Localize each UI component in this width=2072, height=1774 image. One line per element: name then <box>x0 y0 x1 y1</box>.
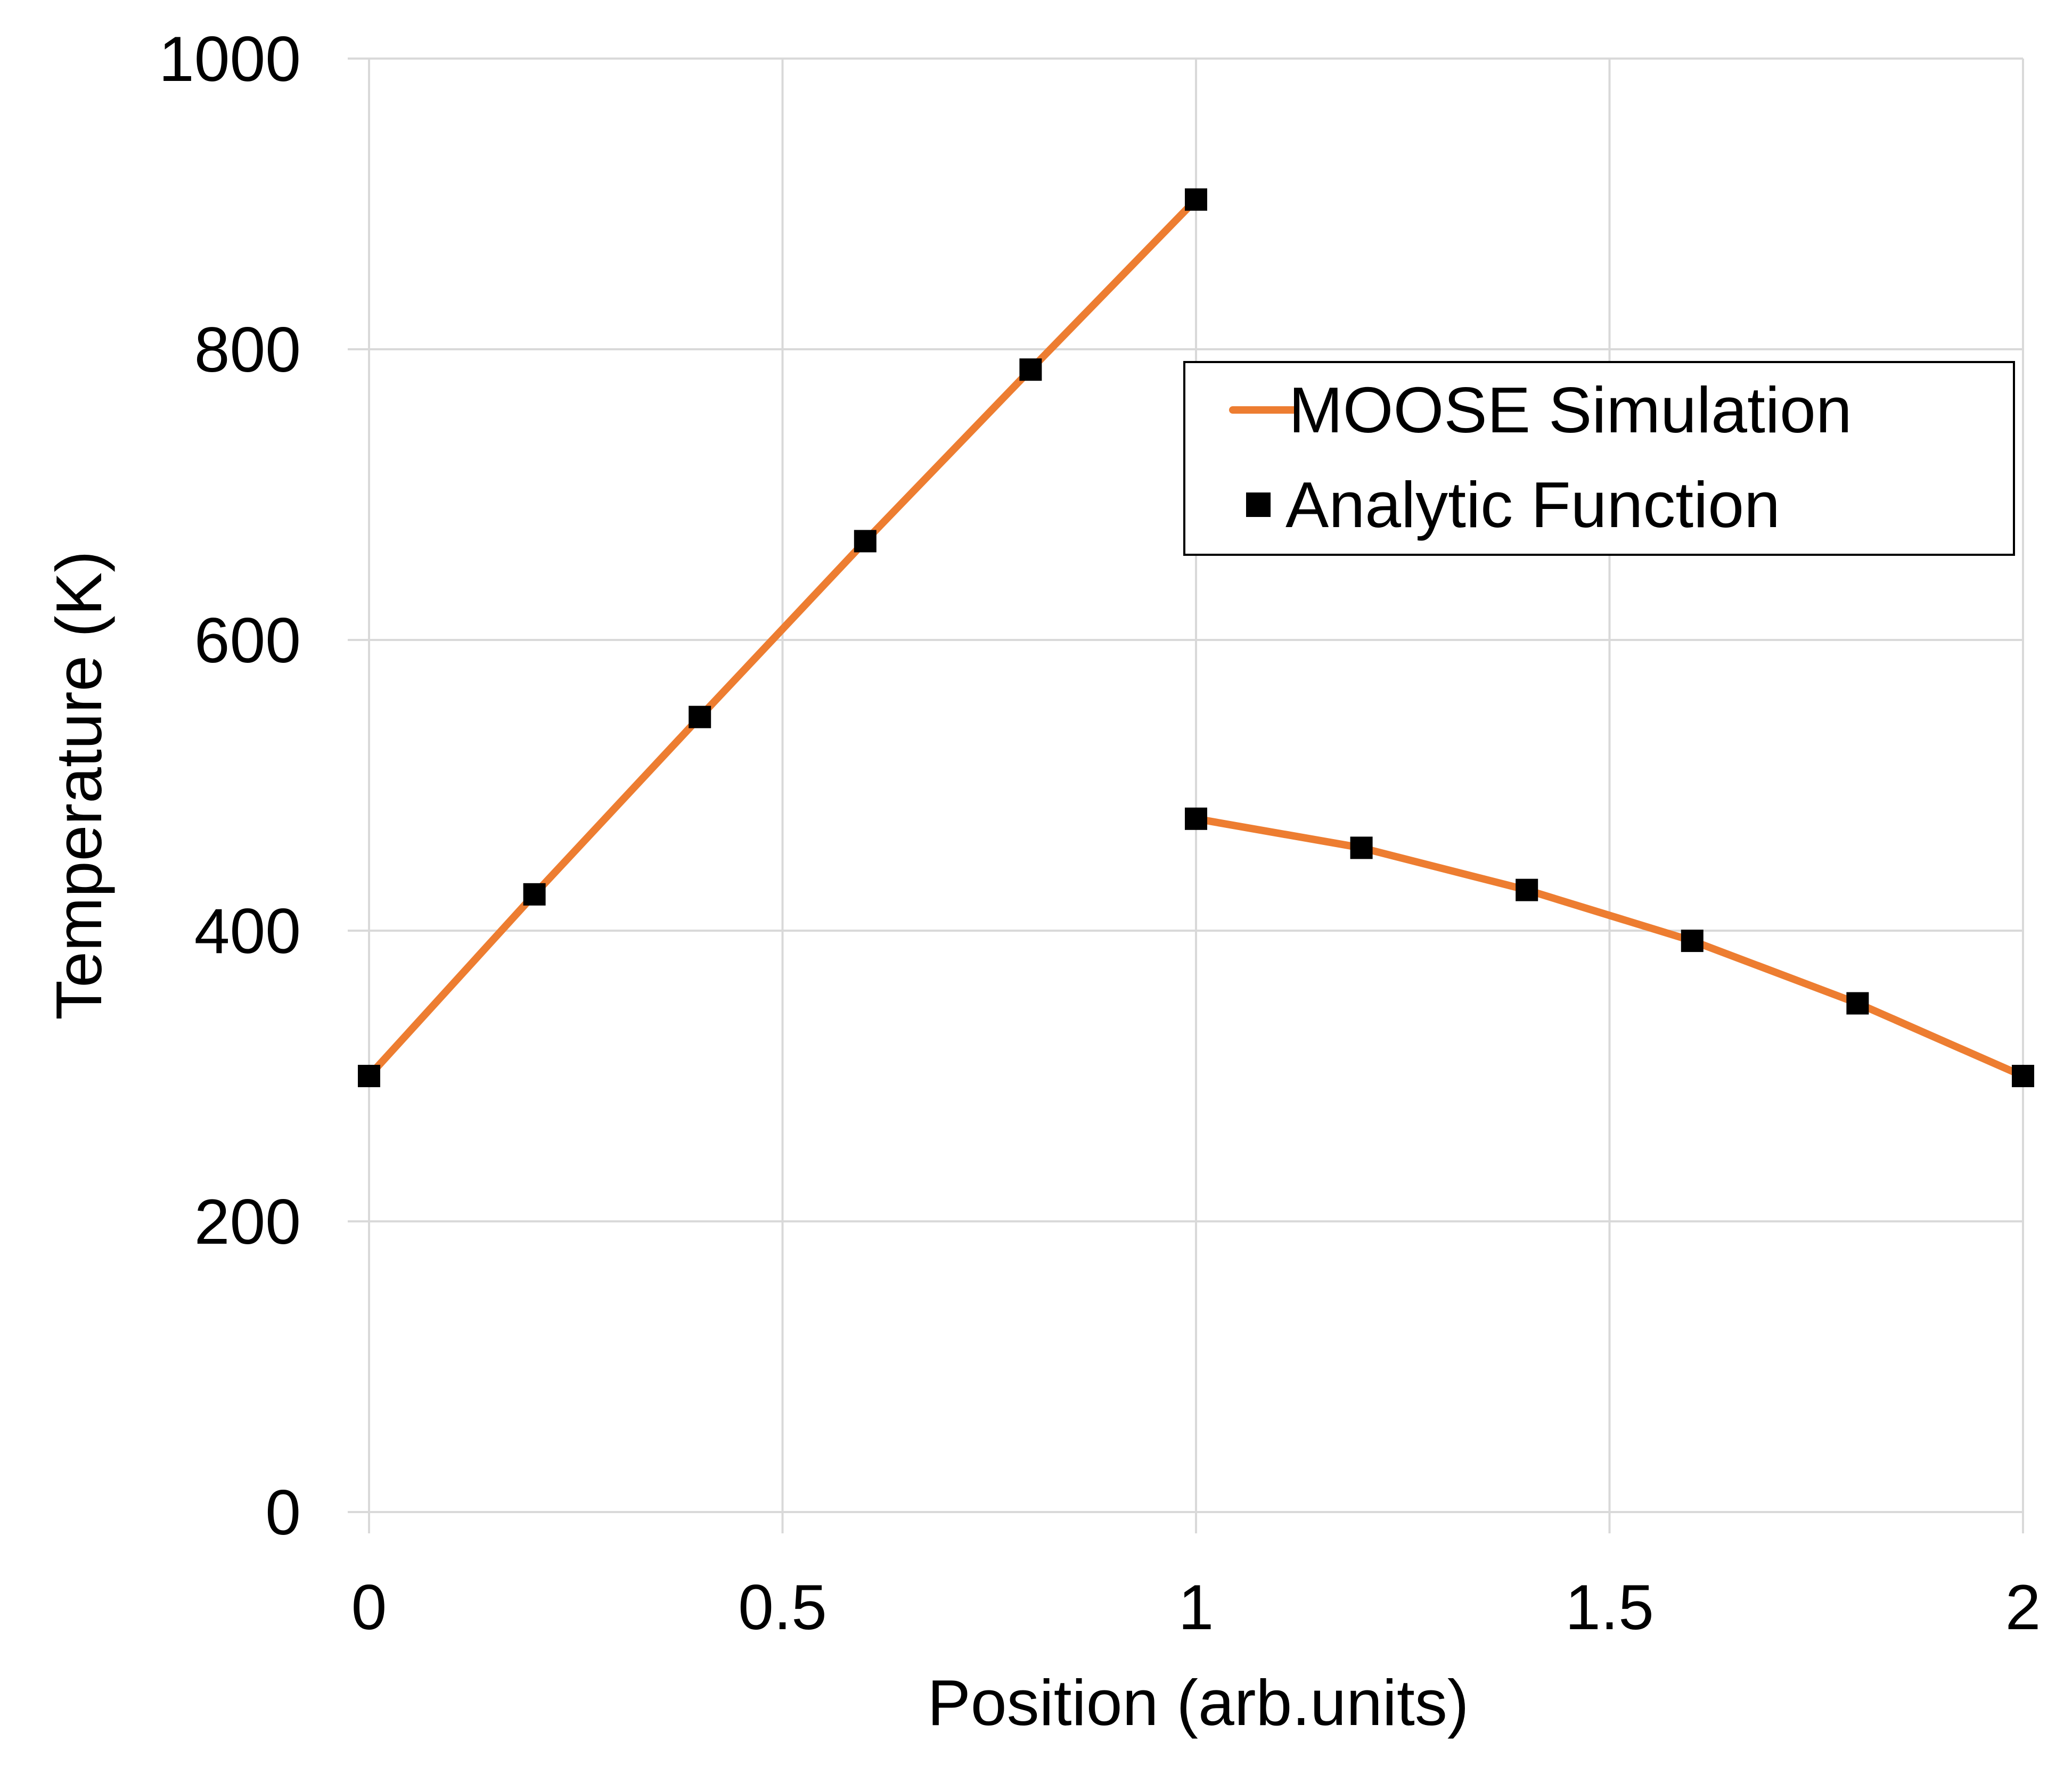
gridlines <box>348 58 2024 1533</box>
tick-labels: 0 200 400 600 800 1000 0 0.5 1 1.5 2 <box>159 23 2041 1643</box>
x-tick-label: 0 <box>351 1572 387 1643</box>
analytic-function-marker <box>854 530 877 553</box>
y-tick-label: 600 <box>194 605 301 676</box>
x-tick-label: 2 <box>2005 1572 2041 1643</box>
analytic-function-marker <box>1681 930 1704 952</box>
analytic-function-marker <box>358 1065 380 1087</box>
legend-label-analytic-function: Analytic Function <box>1285 469 1780 541</box>
y-tick-label: 800 <box>194 314 301 385</box>
legend-box <box>1183 361 2015 556</box>
y-tick-label: 0 <box>265 1477 301 1548</box>
x-tick-label: 1.5 <box>1565 1572 1654 1643</box>
analytic-function-marker <box>1185 807 1207 830</box>
analytic-function-marker <box>523 883 546 906</box>
analytic-function-marker <box>1846 992 1869 1015</box>
analytic-function-marker <box>1019 358 1042 381</box>
y-tick-label: 400 <box>194 896 301 967</box>
analytic-function-marker <box>1350 836 1373 859</box>
analytic-function-marker <box>1516 878 1538 901</box>
series-lines <box>365 195 2027 1080</box>
x-axis-title: Position (arb.units) <box>927 1666 1469 1739</box>
analytic-function-marker <box>1185 188 1207 211</box>
series-markers <box>358 188 2034 1087</box>
analytic-function-marker <box>2012 1065 2034 1087</box>
x-tick-label: 1 <box>1178 1572 1214 1643</box>
y-tick-label: 200 <box>194 1186 301 1258</box>
x-tick-label: 0.5 <box>738 1572 827 1643</box>
legend: MOOSE Simulation Analytic Function <box>1183 361 2015 556</box>
legend-marker-swatch <box>1246 492 1271 517</box>
analytic-function-marker <box>689 705 711 728</box>
moose-simulation-line <box>365 195 1200 1080</box>
legend-label-moose-simulation: MOOSE Simulation <box>1289 374 1852 446</box>
y-tick-label: 1000 <box>159 23 301 95</box>
y-axis-title: Temperature (K) <box>43 551 115 1020</box>
moose-simulation-line <box>1192 815 2027 1080</box>
